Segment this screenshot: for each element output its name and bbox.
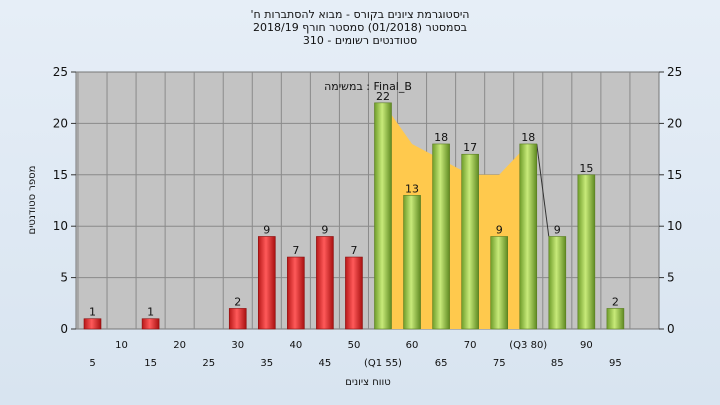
x-tick-label: 40 <box>289 340 302 351</box>
bar-value-label: 9 <box>554 223 561 236</box>
bar-value-label: 22 <box>376 90 390 103</box>
y-tick-label-left: 25 <box>53 65 68 79</box>
histogram-bar <box>316 236 334 330</box>
x-tick-label: 65 <box>435 358 448 369</box>
distribution-connector-line <box>536 143 550 237</box>
chart-title-line-3: 310 - סטודנטים רשומים <box>302 34 418 47</box>
x-tick-label: 90 <box>580 340 593 351</box>
histogram-bar <box>490 236 509 330</box>
y-tick-label-right: 0 <box>667 322 675 336</box>
y-tick-label-right: 15 <box>667 168 682 182</box>
y-tick-label-right: 25 <box>667 65 682 79</box>
bar-value-label: 9 <box>321 223 328 236</box>
bar-value-label: 17 <box>463 141 477 154</box>
bar-value-label: 13 <box>405 182 419 195</box>
bar-value-label: 7 <box>292 244 299 257</box>
histogram-bar <box>83 318 102 330</box>
x-tick-label: 35 <box>260 358 273 369</box>
histogram-bar <box>519 143 538 330</box>
y-tick-label-left: 5 <box>60 271 68 285</box>
histogram-bar <box>577 174 596 330</box>
histogram-bar <box>141 318 160 330</box>
bar-value-label: 15 <box>579 162 593 175</box>
x-tick-label: 50 <box>348 340 361 351</box>
x-tick-label: 95 <box>609 358 622 369</box>
y-tick-label-left: 20 <box>53 116 68 130</box>
histogram-bar <box>461 153 479 330</box>
x-tick-label: 30 <box>231 340 244 351</box>
histogram-bar <box>257 236 276 330</box>
x-tick-label: 20 <box>173 340 186 351</box>
bar-value-label: 18 <box>521 131 535 144</box>
y-tick-label-left: 15 <box>53 168 68 182</box>
chart-title-line-1: 'היסטוגרמת ציונים בקורס - מבוא להסתברות … <box>250 8 470 21</box>
y-tick-label-right: 20 <box>667 116 682 130</box>
bar-value-label: 9 <box>496 223 503 236</box>
x-tick-label: 45 <box>319 358 332 369</box>
histogram-bar <box>606 308 625 330</box>
bar-value-label: 9 <box>263 223 270 236</box>
histogram-bar <box>432 143 450 330</box>
histogram-bar <box>374 102 392 330</box>
histogram-bar <box>345 256 363 330</box>
x-tick-label: (Q1 55) <box>364 358 402 369</box>
histogram-bar <box>287 256 305 330</box>
bar-value-label: 1 <box>147 306 154 319</box>
x-tick-label: 85 <box>551 358 564 369</box>
bar-value-label: 1 <box>89 306 96 319</box>
y-axis-label: מספר סטודנטים <box>27 166 38 235</box>
bar-value-label: 18 <box>434 131 448 144</box>
bar-value-label: 2 <box>612 295 619 308</box>
x-tick-label: (Q3 80) <box>509 340 547 351</box>
x-tick-label: 75 <box>493 358 506 369</box>
x-tick-label: 60 <box>406 340 419 351</box>
chart-title-line-2: בסמסטר (01/2018) סמסטר חורף 2018/19 <box>253 21 467 34</box>
histogram-bar <box>548 236 567 330</box>
x-tick-label: 5 <box>89 358 95 369</box>
x-axis-label: טווח ציונים <box>345 377 390 388</box>
x-tick-label: 70 <box>464 340 477 351</box>
y-tick-label-right: 5 <box>667 271 675 285</box>
task-annotation: במשימה : Final_B <box>324 80 412 93</box>
histogram-bar <box>403 195 421 330</box>
x-tick-label: 10 <box>115 340 128 351</box>
bar-value-label: 2 <box>234 295 241 308</box>
y-tick-label-left: 10 <box>53 219 68 233</box>
bar-value-label: 7 <box>350 244 357 257</box>
y-tick-label-left: 0 <box>60 322 68 336</box>
x-tick-label: 25 <box>202 358 215 369</box>
x-tick-label: 15 <box>144 358 157 369</box>
histogram-bar <box>228 308 247 330</box>
y-tick-label-right: 10 <box>667 219 682 233</box>
